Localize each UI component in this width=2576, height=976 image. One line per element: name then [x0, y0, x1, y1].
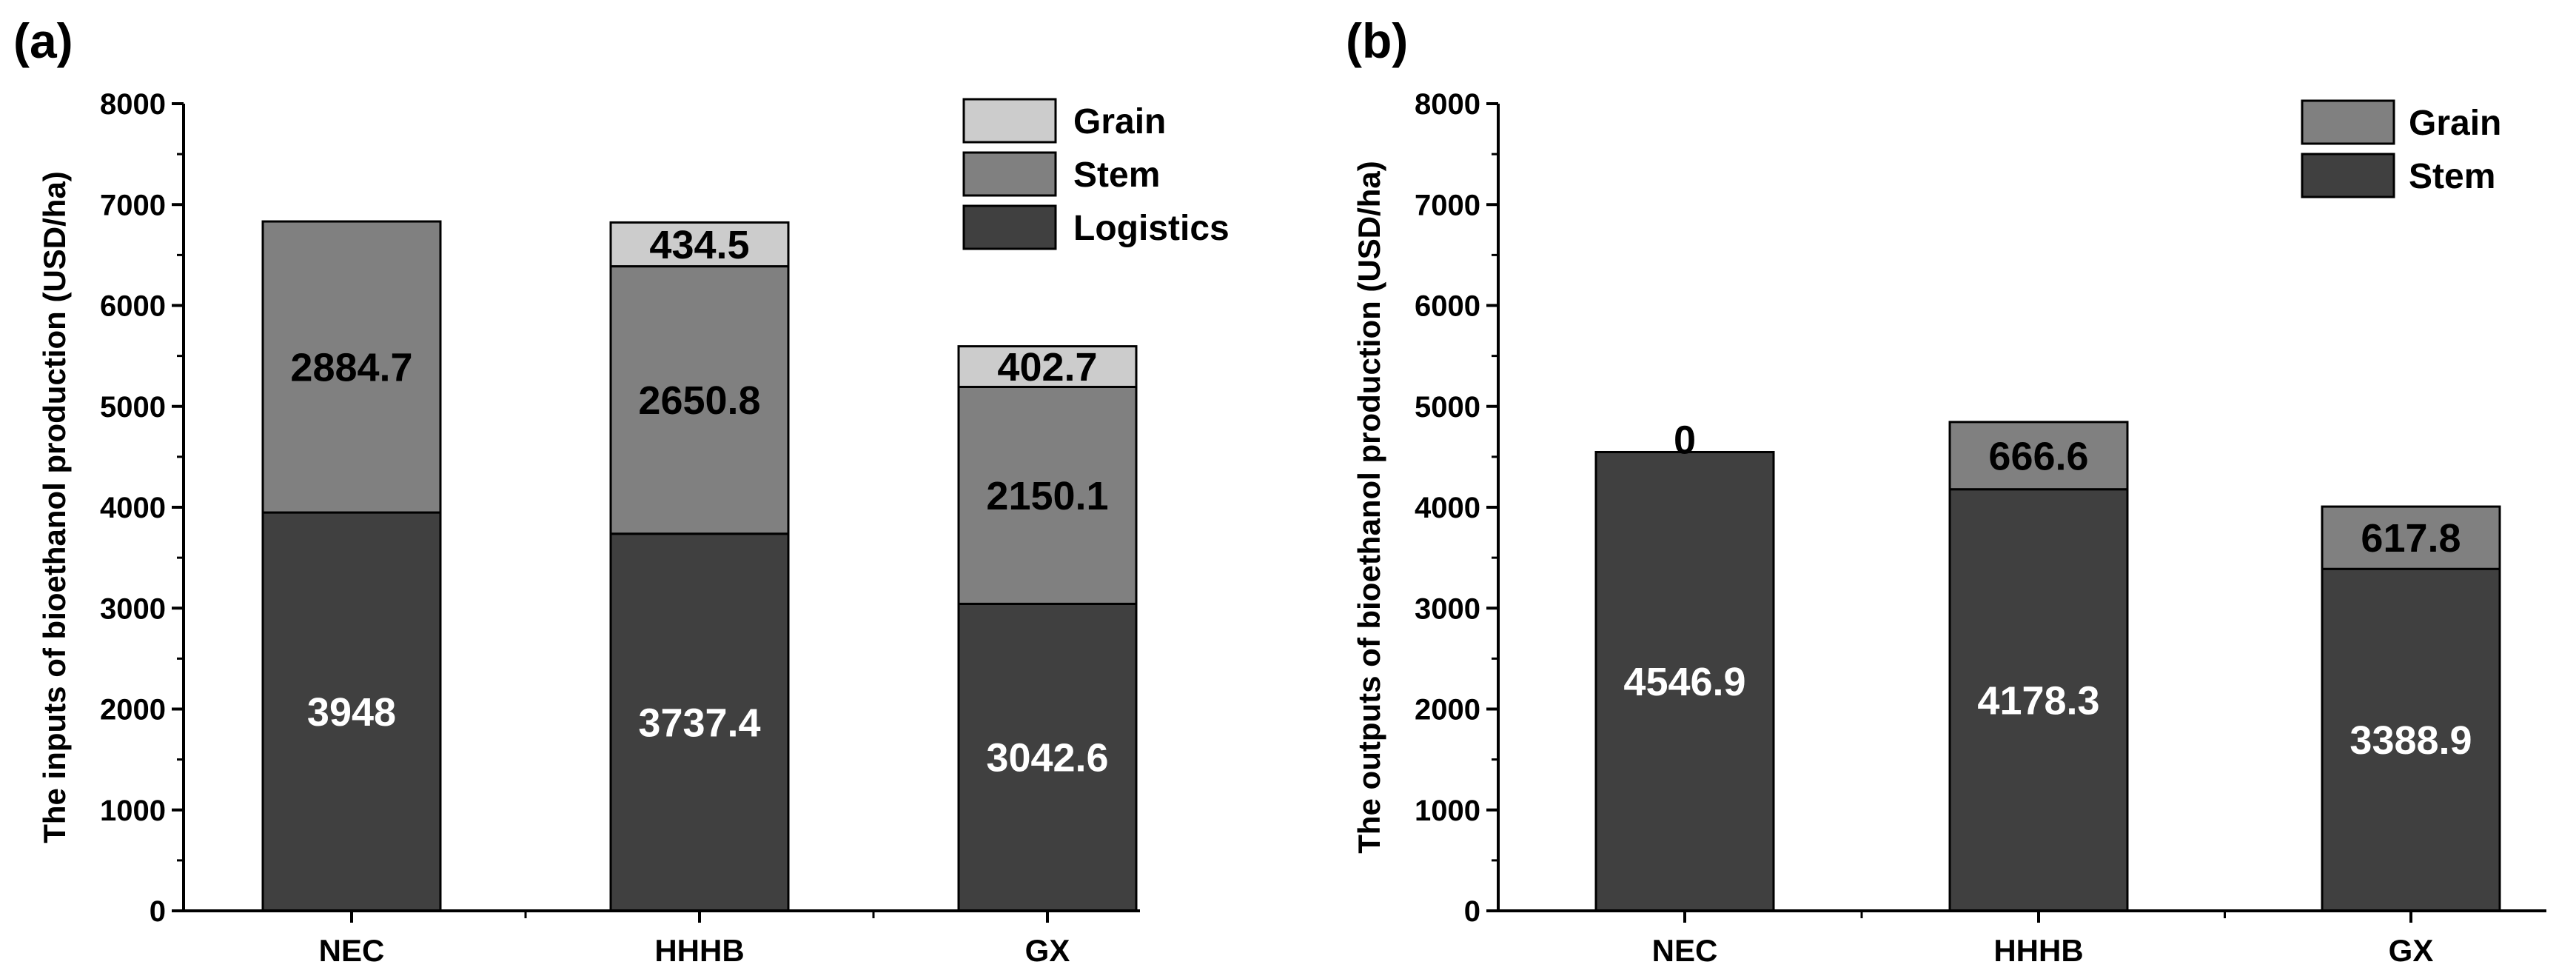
- data-label-grain-gx: 402.7: [997, 345, 1097, 390]
- legend-swatch-stem: [962, 151, 1057, 197]
- y-tick-label: 3000: [1415, 592, 1480, 625]
- data-label-stem-nec: 4546.9: [1623, 660, 1745, 704]
- bar-grain-gx: [957, 345, 1138, 388]
- y-tick-label: 6000: [100, 290, 166, 323]
- legend-label-logistics: Logistics: [1073, 209, 1230, 248]
- y-tick-label: 2000: [1415, 694, 1480, 726]
- y-tick-label: 7000: [1415, 189, 1480, 221]
- legend-swatch-stem: [2301, 153, 2395, 198]
- legend-swatch-grain: [962, 98, 1057, 144]
- legend-label-stem: Stem: [2409, 157, 2495, 196]
- bar-logistics-nec: [261, 511, 442, 912]
- bar-stem-gx: [957, 385, 1138, 605]
- data-label-stem-hhhb: 4178.3: [1977, 678, 2099, 723]
- data-label-stem-hhhb: 2650.8: [638, 378, 760, 423]
- x-tick-label-nec: NEC: [1652, 933, 1718, 968]
- data-label-stem-gx: 3388.9: [2349, 718, 2472, 763]
- x-tick-label-hhhb: HHHB: [654, 933, 744, 968]
- bar-grain-gx: [2321, 505, 2501, 570]
- y-tick-label: 4000: [100, 492, 166, 524]
- y-tick-label: 5000: [1415, 391, 1480, 424]
- data-label-stem-gx: 2150.1: [986, 474, 1108, 518]
- legend-label-stem: Stem: [1073, 156, 1160, 195]
- bar-stem-hhhb: [1948, 488, 2129, 912]
- data-label-grain-hhhb: 666.6: [1988, 434, 2088, 478]
- data-label-grain-nec: 0: [1674, 418, 1696, 462]
- chart-panel-b: (b) 4546.9 0 4178.3 666.6 3388.9 617.8 0 1000 200…: [1346, 13, 2546, 968]
- chart-panel-a: (a) 3948 2884.7 3737.4 2650.8 434.5 3042.6 2150…: [13, 13, 1230, 968]
- bar-stem-gx: [2321, 567, 2501, 912]
- panel-label: (a): [13, 13, 73, 68]
- data-label-logistics-hhhb: 3737.4: [638, 701, 760, 745]
- y-tick-label: 8000: [100, 88, 166, 121]
- panel-label: (b): [1346, 13, 1408, 68]
- legend-swatch-logistics: [962, 204, 1057, 250]
- y-tick-label: 7000: [100, 189, 166, 221]
- bar-logistics-gx: [957, 602, 1138, 912]
- x-tick-label-gx: GX: [2389, 933, 2434, 968]
- data-label-grain-hhhb: 434.5: [649, 223, 749, 267]
- legend-swatch-grain: [2301, 99, 2395, 145]
- y-tick-label: 1000: [1415, 795, 1480, 827]
- bar-grain-hhhb: [1948, 421, 2129, 491]
- y-tick-label: 4000: [1415, 492, 1480, 524]
- y-tick-label: 6000: [1415, 290, 1480, 323]
- y-axis-title: The outputs of bioethanol production (US…: [1352, 161, 1386, 854]
- data-label-logistics-nec: 3948: [307, 690, 396, 735]
- data-label-logistics-gx: 3042.6: [986, 736, 1108, 781]
- data-label-stem-nec: 2884.7: [290, 346, 412, 390]
- y-axis-title: The inputs of bioethanol production (USD…: [37, 171, 72, 843]
- y-tick-label: 0: [1464, 895, 1480, 928]
- bar-stem-nec: [261, 220, 442, 514]
- data-label-grain-gx: 617.8: [2361, 516, 2461, 561]
- x-tick-label-gx: GX: [1025, 933, 1070, 968]
- legend-label-grain: Grain: [1073, 102, 1166, 141]
- legend-label-grain: Grain: [2409, 104, 2501, 143]
- y-tick-label: 0: [150, 895, 166, 928]
- y-tick-label: 1000: [100, 795, 166, 827]
- y-tick-label: 8000: [1415, 88, 1480, 121]
- y-tick-label: 2000: [100, 694, 166, 726]
- y-tick-label: 5000: [100, 391, 166, 424]
- bar-stem-nec: [1594, 450, 1775, 912]
- bar-stem-hhhb: [609, 265, 790, 535]
- bar-grain-hhhb: [609, 221, 790, 268]
- x-tick-label-hhhb: HHHB: [1993, 933, 2083, 968]
- y-tick-label: 3000: [100, 592, 166, 625]
- x-tick-label-nec: NEC: [319, 933, 385, 968]
